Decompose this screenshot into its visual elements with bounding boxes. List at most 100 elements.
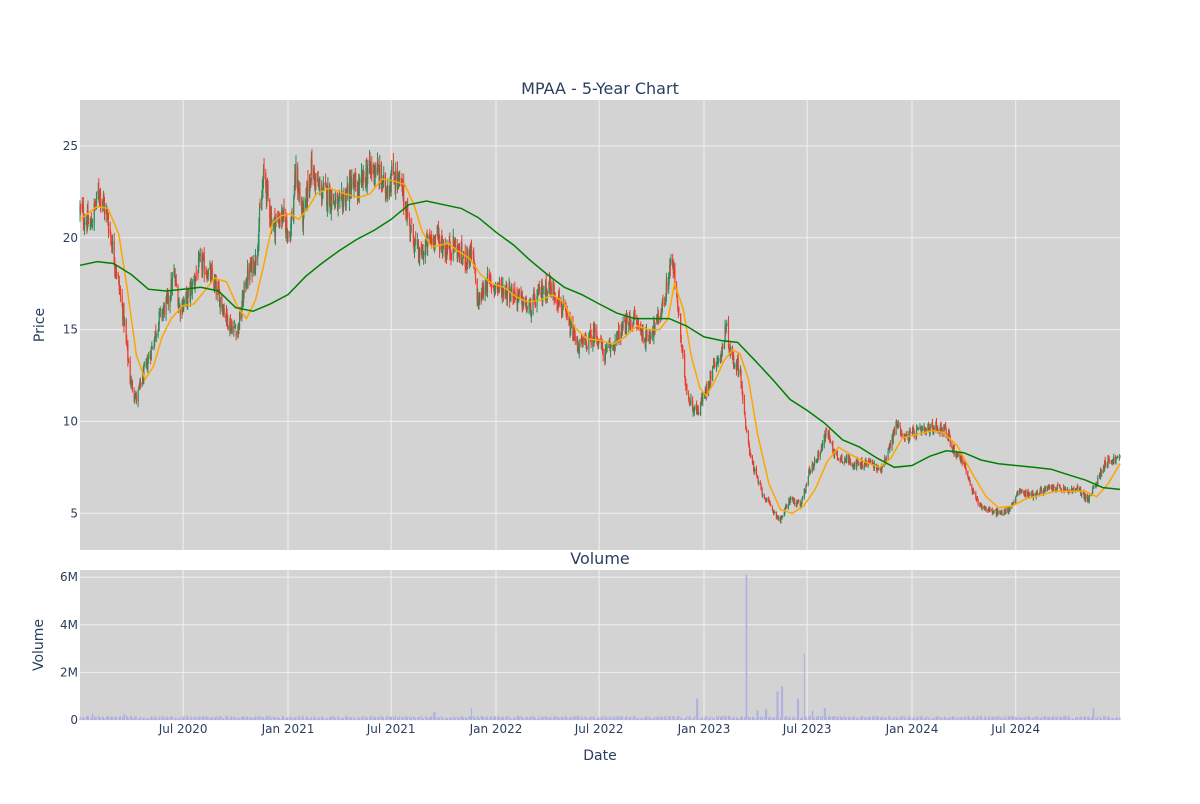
candle-body: [367, 168, 369, 174]
volume-bar: [865, 717, 867, 720]
volume-bar: [818, 716, 820, 720]
candle-body: [237, 330, 239, 336]
volume-bar: [362, 718, 364, 720]
candle-body: [545, 282, 547, 297]
x-tick-label: Jan 2022: [469, 722, 523, 736]
volume-bar: [557, 717, 559, 720]
volume-bar: [1065, 715, 1067, 720]
volume-bar: [1080, 718, 1082, 720]
volume-bar: [508, 715, 510, 720]
volume-bar: [374, 716, 376, 720]
volume-bar: [988, 719, 990, 720]
volume-bar: [330, 715, 332, 720]
candle-body: [756, 477, 759, 479]
volume-bar: [115, 716, 117, 720]
volume-bar: [580, 716, 582, 720]
candle-body: [774, 512, 776, 514]
candle-body: [915, 428, 918, 437]
volume-bar: [477, 715, 479, 720]
volume-bar: [816, 716, 818, 720]
volume-bar: [494, 717, 496, 720]
candle-body: [457, 250, 459, 259]
volume-bar: [937, 718, 939, 720]
candle-body: [1001, 511, 1003, 516]
candle-body: [800, 504, 802, 507]
candle-body: [956, 454, 958, 457]
volume-bar: [996, 717, 998, 720]
volume-bar: [924, 717, 926, 720]
volume-bar: [916, 718, 918, 720]
candle-body: [1045, 486, 1047, 490]
volume-bar: [925, 718, 927, 720]
candle-body: [572, 320, 574, 341]
candle-body: [258, 227, 260, 244]
volume-bar: [781, 686, 783, 720]
volume-bar: [497, 717, 499, 720]
volume-bar: [947, 717, 949, 720]
volume-bar: [941, 719, 943, 720]
volume-bar: [616, 717, 618, 720]
volume-bar: [606, 718, 608, 720]
volume-bar: [1110, 718, 1112, 720]
x-tick-label: Jul 2023: [782, 722, 832, 736]
candle-body: [845, 455, 848, 461]
volume-bar: [844, 716, 846, 720]
volume-bar: [538, 716, 540, 720]
candle-body: [943, 425, 945, 434]
candle-body: [617, 330, 619, 337]
candle-body: [213, 279, 216, 291]
volume-bar: [489, 717, 491, 720]
candle-body: [965, 468, 967, 472]
volume-bar: [1067, 717, 1069, 720]
volume-bar: [326, 718, 328, 720]
volume-bar: [856, 718, 858, 720]
candle-body: [908, 439, 910, 442]
volume-bar: [465, 718, 467, 720]
volume-bar: [470, 708, 472, 720]
candle-body: [194, 280, 196, 287]
candle-body: [748, 440, 750, 448]
volume-bar: [88, 717, 90, 720]
volume-bar: [426, 718, 428, 720]
short-moving-average-line: [79, 178, 1121, 515]
candle-body: [808, 468, 811, 471]
volume-bar: [322, 718, 324, 720]
volume-bar: [632, 716, 634, 720]
volume-bar: [381, 716, 383, 720]
volume-bar: [347, 716, 349, 720]
candle-body: [980, 503, 983, 509]
volume-bar: [510, 718, 512, 720]
candle-body: [709, 383, 711, 388]
candle-body: [1039, 488, 1041, 494]
volume-bar: [468, 715, 470, 720]
x-tick-label: Jul 2021: [366, 722, 416, 736]
volume-bar: [486, 715, 488, 720]
candle-body: [963, 465, 966, 467]
candle-body: [87, 221, 90, 224]
candle-body: [118, 280, 120, 282]
candle-body: [458, 251, 461, 261]
candle-body: [1015, 497, 1017, 503]
volume-bar: [823, 708, 825, 720]
candle-body: [688, 394, 690, 399]
candle-body: [1116, 457, 1118, 459]
volume-bar: [756, 710, 758, 720]
volume-bar: [207, 716, 209, 720]
candle-body: [484, 287, 486, 295]
candle-body: [905, 433, 907, 437]
volume-bar: [630, 717, 632, 720]
volume-bar: [321, 716, 323, 720]
candle-body: [1017, 491, 1019, 495]
volume-bar: [489, 717, 491, 720]
volume-bar: [792, 717, 794, 720]
candle-body: [165, 299, 167, 315]
candle-body: [1041, 491, 1043, 494]
candle-body: [274, 223, 277, 238]
volume-bar: [273, 717, 275, 720]
volume-bar: [835, 716, 837, 720]
candle-body: [198, 257, 200, 261]
volume-bar: [526, 717, 528, 720]
volume-bar: [1008, 715, 1010, 720]
candle-body: [690, 397, 692, 405]
volume-bar: [243, 718, 245, 720]
